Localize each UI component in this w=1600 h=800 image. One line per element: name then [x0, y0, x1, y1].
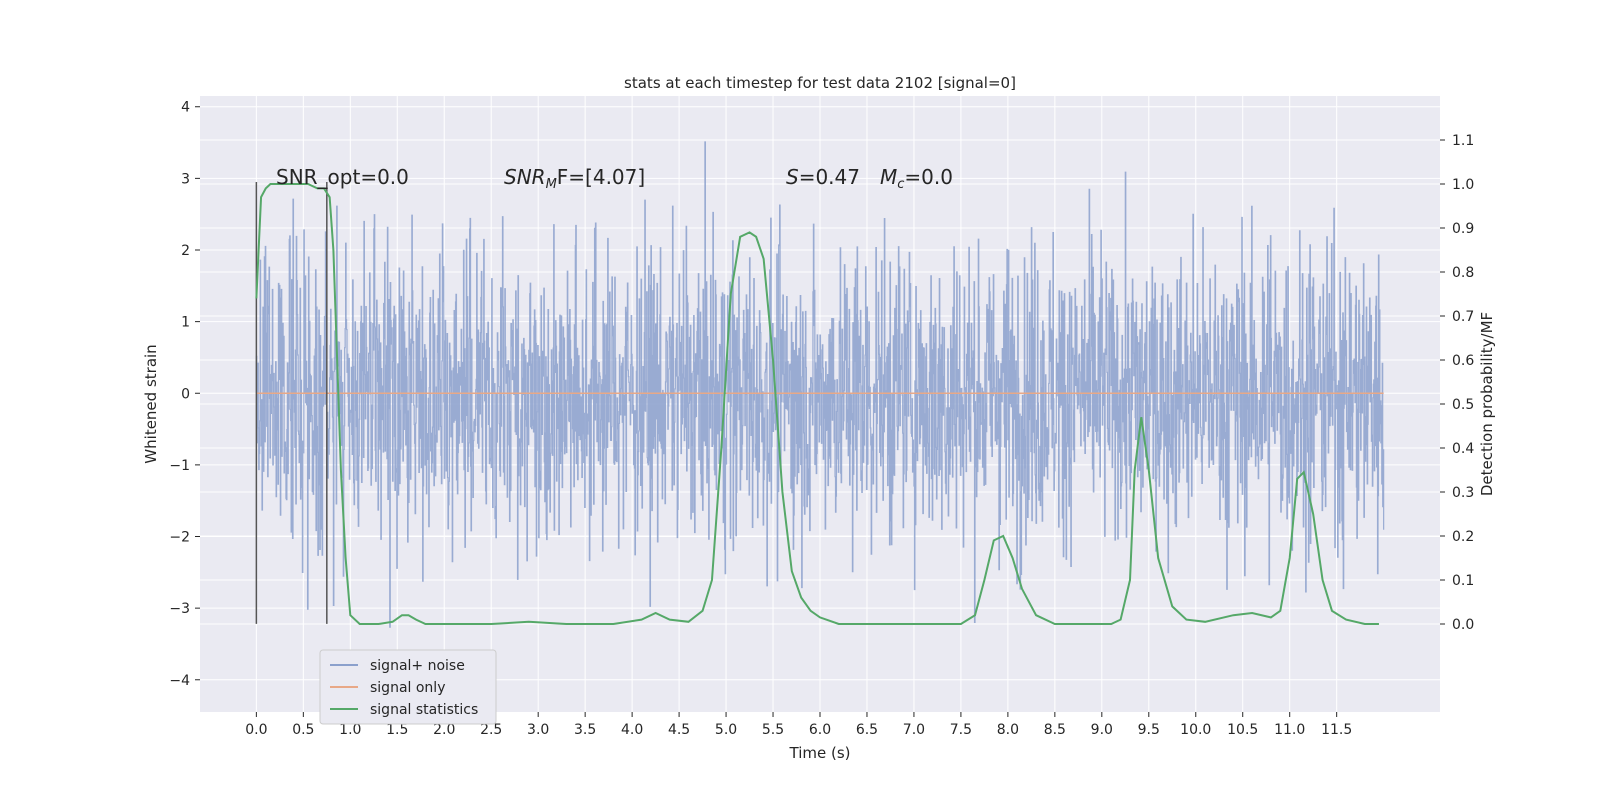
x-tick-label: 11.5: [1321, 722, 1352, 738]
annotation-s: S=0.47: [786, 165, 860, 189]
annotation-mc-rest: =0.0: [904, 165, 953, 189]
y2-tick-label: 0.2: [1452, 529, 1474, 545]
x-tick-label: 0.5: [292, 722, 314, 738]
y-axis-ticks: 4 3 2 1 0 −1 −2 −3 −4: [169, 100, 200, 689]
y2-tick-label: 1.0: [1452, 177, 1474, 193]
chart-title: stats at each timestep for test data 210…: [624, 74, 1016, 92]
y2-axis-ticks: 1.1 1.0 0.9 0.8 0.7 0.6 0.5 0.4 0.3 0.2 0.1 0.0: [1440, 133, 1474, 633]
annotation-snr-mf-sub: M: [546, 177, 557, 192]
y-tick-label: −3: [169, 601, 190, 617]
annotation-snr-mf-main: SNR: [504, 165, 546, 189]
x-tick-label: 2.0: [433, 722, 455, 738]
window-lines: [255, 181, 328, 624]
y2-axis-label: Detection probability/MF: [1478, 312, 1496, 496]
signal-noise-series: [255, 141, 1385, 628]
x-tick-label: 8.0: [997, 722, 1019, 738]
y-tick-label: 3: [181, 171, 190, 187]
annotation-s-rest: =0.47: [799, 165, 860, 189]
x-tick-label: 3.5: [574, 722, 596, 738]
y-tick-label: 2: [181, 243, 190, 259]
x-tick-label: 5.0: [715, 722, 737, 738]
annotation-mc: Mc=0.0: [880, 165, 953, 192]
annotation-snr-mf-rest: F=[4.07]: [557, 165, 645, 189]
annotation-snr-mf: SNRMF=[4.07]: [504, 165, 645, 192]
x-tick-label: 7.5: [950, 722, 972, 738]
annotation-mc-sub: c: [897, 177, 904, 192]
y2-tick-label: 1.1: [1452, 133, 1474, 149]
legend-label-signal-noise: signal+ noise: [370, 658, 465, 674]
x-tick-label: 2.5: [480, 722, 502, 738]
y2-tick-label: 0.4: [1452, 441, 1474, 457]
x-tick-label: 10.5: [1227, 722, 1258, 738]
y2-tick-label: 0.3: [1452, 485, 1474, 501]
x-tick-label: 5.5: [762, 722, 784, 738]
x-tick-label: 9.0: [1091, 722, 1113, 738]
y2-tick-label: 0.5: [1452, 397, 1474, 413]
x-tick-label: 8.5: [1044, 722, 1066, 738]
x-tick-label: 11.0: [1274, 722, 1305, 738]
x-tick-label: 10.0: [1180, 722, 1211, 738]
annotation-mc-main: M: [880, 165, 897, 189]
x-tick-label: 3.0: [527, 722, 549, 738]
y-tick-label: −1: [169, 458, 190, 474]
x-tick-label: 1.5: [386, 722, 408, 738]
legend-box: [319, 649, 497, 725]
x-tick-label: 9.5: [1138, 722, 1160, 738]
annotation-snr-opt: SNR_opt=0.0: [276, 165, 409, 189]
legend-label-signal-only: signal only: [370, 680, 445, 696]
x-tick-label: 1.0: [339, 722, 361, 738]
x-tick-label: 0.0: [245, 722, 267, 738]
signal-statistics-series: [255, 183, 1379, 625]
y-tick-label: 4: [181, 100, 190, 116]
signal-noise-trace: [255, 141, 1385, 628]
y-tick-label: −4: [169, 673, 190, 689]
y2-tick-label: 0.7: [1452, 309, 1474, 325]
y2-tick-label: 0.9: [1452, 221, 1474, 237]
y2-tick-label: 0.6: [1452, 353, 1474, 369]
grid: [200, 96, 1440, 712]
legend-label-signal-statistics: signal statistics: [370, 702, 478, 718]
annotation-s-main: S: [786, 165, 799, 189]
x-tick-label: 4.5: [668, 722, 690, 738]
x-tick-label: 6.5: [856, 722, 878, 738]
y-axis-label: Whitened strain: [142, 344, 160, 463]
y-tick-label: 1: [181, 315, 190, 331]
x-axis-ticks: 0.0 0.5 1.0 1.5 2.0 2.5 3.0 3.5 4.0 4.5 5.0 5.5 6.0 6…: [245, 712, 1352, 738]
x-tick-label: 4.0: [621, 722, 643, 738]
x-tick-label: 6.0: [809, 722, 831, 738]
y-tick-label: 0: [181, 386, 190, 402]
y2-tick-label: 0.8: [1452, 265, 1474, 281]
x-axis-label: Time (s): [789, 744, 851, 762]
y-tick-label: −2: [169, 530, 190, 546]
y2-tick-label: 0.0: [1452, 617, 1474, 633]
x-tick-label: 7.0: [903, 722, 925, 738]
legend: signal+ noise signal only signal statist…: [319, 649, 497, 725]
y2-tick-label: 0.1: [1452, 573, 1474, 589]
